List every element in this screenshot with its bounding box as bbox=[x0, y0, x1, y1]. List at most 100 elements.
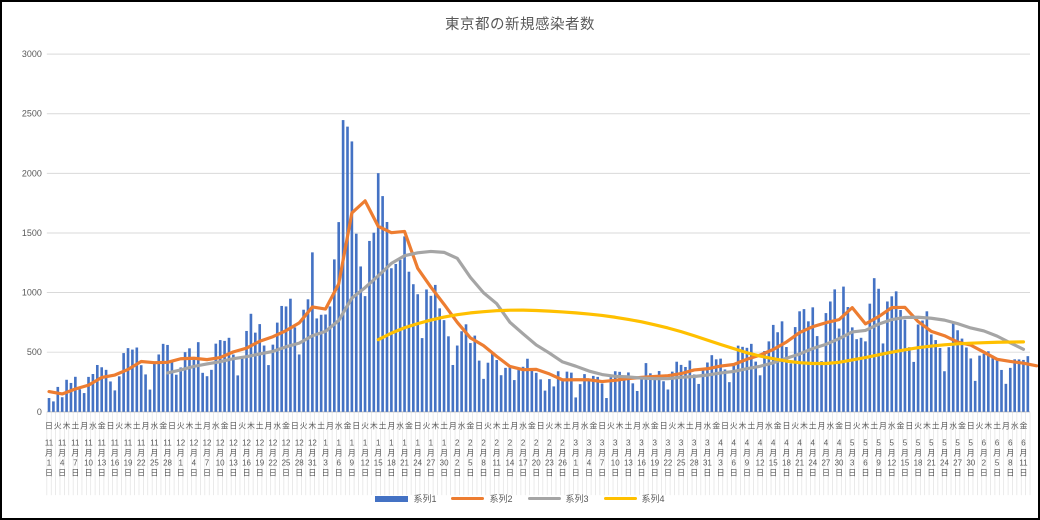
svg-text:水: 水 bbox=[519, 421, 527, 431]
svg-text:水: 水 bbox=[335, 421, 343, 431]
dow-labels: 日火木土月水金日火木土月水金日火木土月水金日火木土月水金日火木土月水金日火木土月… bbox=[45, 421, 1027, 431]
svg-text:日: 日 bbox=[844, 422, 852, 431]
date-labels: 11 月 1 日 11 月 4 日 11 月 7 日 11 月 10 日 11 月 13 日 11 月 16 日 11 月 19 日 1… bbox=[45, 439, 1028, 478]
svg-text:土: 土 bbox=[993, 421, 1001, 431]
svg-text:月: 月 bbox=[818, 422, 826, 431]
svg-text:火: 火 bbox=[914, 422, 922, 431]
svg-text:月: 月 bbox=[449, 422, 457, 431]
svg-text:木: 木 bbox=[370, 421, 378, 431]
svg-text:月: 月 bbox=[80, 422, 88, 431]
svg-text:月: 月 bbox=[1002, 422, 1010, 431]
svg-text:木: 木 bbox=[923, 421, 931, 431]
svg-text:日: 日 bbox=[967, 422, 975, 431]
line-series2 bbox=[47, 199, 1038, 396]
legend-swatch-line-icon bbox=[527, 497, 561, 500]
svg-text:金: 金 bbox=[958, 421, 966, 431]
svg-text:金: 金 bbox=[159, 421, 167, 431]
legend-item-series3: 系列3 bbox=[527, 492, 589, 505]
svg-text:金: 金 bbox=[466, 421, 474, 431]
svg-text:金: 金 bbox=[528, 421, 536, 431]
svg-text:木: 木 bbox=[185, 421, 193, 431]
bars-series1 bbox=[47, 120, 1030, 412]
svg-text:日: 日 bbox=[45, 422, 53, 431]
svg-text:月: 月 bbox=[264, 422, 272, 431]
svg-text:月: 月 bbox=[879, 422, 887, 431]
svg-text:金: 金 bbox=[897, 421, 905, 431]
chart-title: 東京都の新規感染者数 bbox=[445, 17, 595, 33]
svg-text:木: 木 bbox=[554, 421, 562, 431]
svg-text:火: 火 bbox=[54, 422, 62, 431]
svg-text:月: 月 bbox=[142, 422, 150, 431]
svg-text:木: 木 bbox=[677, 421, 685, 431]
svg-text:木: 木 bbox=[493, 421, 501, 431]
svg-text:金: 金 bbox=[405, 421, 413, 431]
svg-text:水: 水 bbox=[888, 421, 896, 431]
svg-text:月: 月 bbox=[510, 422, 518, 431]
svg-text:日: 日 bbox=[475, 422, 483, 431]
svg-text:月: 月 bbox=[203, 422, 211, 431]
svg-text:日: 日 bbox=[782, 422, 790, 431]
svg-text:土: 土 bbox=[194, 421, 202, 431]
svg-text:水: 水 bbox=[89, 421, 97, 431]
svg-text:日: 日 bbox=[537, 422, 545, 431]
svg-text:月: 月 bbox=[695, 422, 703, 431]
svg-text:木: 木 bbox=[616, 421, 624, 431]
legend-label-series2: 系列2 bbox=[489, 494, 513, 504]
svg-text:土: 土 bbox=[317, 421, 325, 431]
svg-text:火: 火 bbox=[177, 422, 185, 431]
svg-text:水: 水 bbox=[396, 421, 404, 431]
svg-text:500: 500 bbox=[27, 347, 42, 357]
svg-text:日: 日 bbox=[291, 422, 299, 431]
legend-item-series2: 系列2 bbox=[451, 492, 513, 505]
svg-text:土: 土 bbox=[932, 421, 940, 431]
svg-text:火: 火 bbox=[300, 422, 308, 431]
svg-text:日: 日 bbox=[905, 422, 913, 431]
legend-label-series1: 系列1 bbox=[413, 494, 437, 504]
svg-text:金: 金 bbox=[282, 421, 290, 431]
svg-text:日: 日 bbox=[721, 422, 729, 431]
svg-text:土: 土 bbox=[502, 421, 510, 431]
svg-text:火: 火 bbox=[361, 422, 369, 431]
svg-text:土: 土 bbox=[256, 421, 264, 431]
svg-text:水: 水 bbox=[765, 421, 773, 431]
svg-text:月: 月 bbox=[387, 422, 395, 431]
svg-text:土: 土 bbox=[870, 421, 878, 431]
svg-text:木: 木 bbox=[984, 421, 992, 431]
svg-text:2000: 2000 bbox=[22, 168, 42, 178]
svg-text:金: 金 bbox=[712, 421, 720, 431]
svg-text:火: 火 bbox=[545, 422, 553, 431]
legend-swatch-line-icon bbox=[451, 497, 485, 500]
svg-text:土: 土 bbox=[686, 421, 694, 431]
legend-swatch-line-icon bbox=[603, 497, 637, 500]
svg-text:木: 木 bbox=[247, 421, 255, 431]
